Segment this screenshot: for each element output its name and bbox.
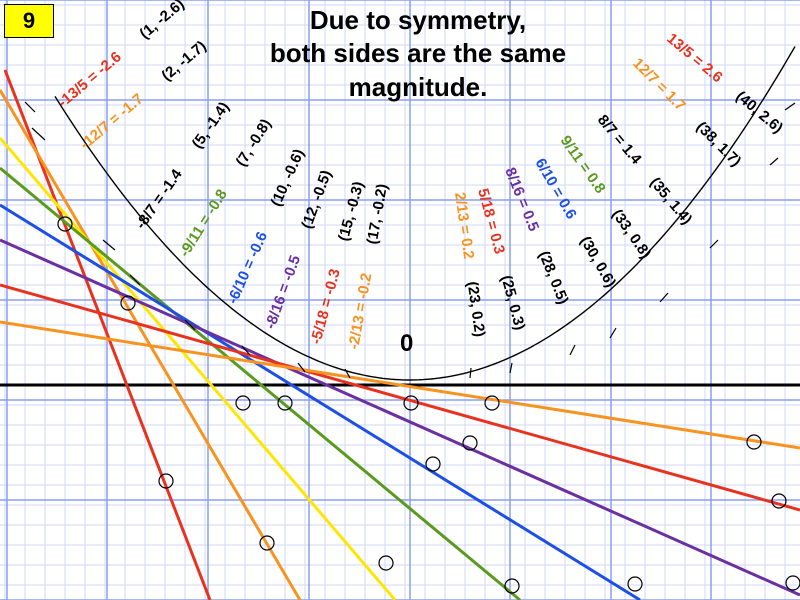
tangent-line-red [0,283,800,512]
slide-number-badge: 9 [4,4,54,38]
right-slope-text-7: 2/13 = 0.2 [451,191,477,260]
tangent-lines [0,69,800,600]
tangent-line-orange [0,320,800,450]
point-marker [484,395,500,411]
curve-ticks [24,101,796,379]
point-marker [504,578,520,594]
point-marker [746,434,762,450]
curve-tick [769,157,779,166]
point-marker [378,555,394,571]
left-slope-text-3: -9/11 = -0.8 [176,186,231,260]
curve-tick [569,344,576,356]
point-marker [57,216,73,232]
left-slope-text-4: -6/10 = -0.6 [224,229,271,306]
curve-tick [509,362,513,374]
curve-tick [31,127,46,141]
right-point-text-4: (30, 0.6) [577,233,620,290]
tangent-line-blue [0,203,641,600]
title-line-1: Due to symmetry, [309,5,527,35]
curve-tick [24,101,36,113]
curve-tick [784,102,796,111]
tangent-line-green [0,166,521,600]
right-slope-text-2: 8/7 = 1.4 [594,112,645,168]
title-line-3: magnitude. [348,72,488,102]
right-point-text-5: (28, 0.5) [535,249,572,307]
right-point-text-2: (35, 1.4) [646,174,695,228]
point-marker [425,456,441,472]
point-marker [785,575,800,591]
right-point-text-1: (38, 1.7) [693,118,745,170]
left-point-text-3: (7, -0.8) [233,116,275,170]
curve-tick [659,292,669,303]
right-point-text-7: (23, 0.2) [464,280,489,338]
left-point-text-0: (1, -2.6) [136,0,187,42]
left-label-0: -13/5 = -2.6(1, -2.6) [55,0,188,111]
point-marker [403,395,419,411]
point-marker [277,395,293,411]
curve-tick [344,368,351,379]
curve-tick [609,327,617,339]
left-point-text-6: (15, -0.3) [335,180,367,243]
curve-tick [184,319,196,331]
point-marker [158,473,174,489]
right-point-text-3: (33, 0.8) [608,206,654,262]
left-slope-text-6: -5/18 = -0.3 [307,267,343,346]
point-marker [771,493,787,509]
right-point-text-0: (40, 2.6) [732,88,786,137]
point-marker [259,535,275,551]
point-marker [235,395,251,411]
curve-tick [241,345,251,356]
tangent-line-purple [0,238,800,597]
tangent-line-yellow [0,137,397,600]
parabola-curve [54,46,796,381]
curve-tick [102,239,116,251]
point-marker [627,576,643,592]
right-slope-text-0: 13/5 = 2.6 [663,30,725,86]
point-markers [57,216,800,594]
point-marker [462,435,478,451]
point-marker [120,295,136,311]
left-label-1: -12/7 = -1.7(2, -1.7) [77,38,210,153]
curve-tick [129,274,141,286]
curve-tick [469,367,472,379]
right-point-text-6: (25, 0.3) [497,274,528,332]
left-point-text-7: (17, -0.2) [364,183,391,246]
curve-tick [709,239,719,249]
left-slope-text-2: -8/7 = -1.4 [132,166,186,233]
left-slope-text-7: -2/13 = -0.2 [345,272,375,351]
right-label-1: 12/7 = 1.7(38, 1.7) [629,55,744,170]
vertex-zero-label: 0 [400,330,414,357]
curve-tick [297,362,306,373]
title-line-2: both sides are the same [269,38,567,68]
right-slope-text-6: 5/18 = 0.3 [474,187,508,256]
